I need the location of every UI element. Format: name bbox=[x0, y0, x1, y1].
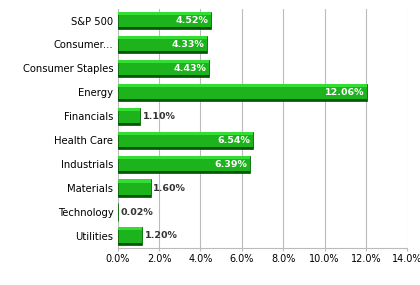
Bar bbox=[118, 132, 253, 149]
Bar bbox=[118, 75, 209, 77]
Text: 4.33%: 4.33% bbox=[171, 40, 204, 49]
Bar bbox=[118, 156, 250, 159]
Bar bbox=[118, 147, 253, 149]
Bar bbox=[118, 60, 209, 77]
Bar bbox=[118, 99, 367, 101]
Bar bbox=[118, 60, 209, 63]
Bar bbox=[118, 180, 151, 183]
Bar bbox=[118, 171, 250, 173]
Text: 1.10%: 1.10% bbox=[143, 112, 176, 121]
Bar bbox=[118, 12, 211, 15]
Text: 6.54%: 6.54% bbox=[217, 136, 250, 145]
Bar bbox=[118, 12, 211, 29]
Text: 12.06%: 12.06% bbox=[325, 88, 364, 97]
Bar bbox=[118, 180, 151, 197]
Bar bbox=[118, 195, 151, 197]
Bar bbox=[118, 51, 207, 53]
Text: 1.60%: 1.60% bbox=[153, 184, 186, 193]
Bar bbox=[118, 84, 367, 101]
Bar bbox=[118, 156, 250, 173]
Bar bbox=[118, 132, 253, 135]
Bar bbox=[118, 108, 140, 111]
Text: 0.02%: 0.02% bbox=[121, 207, 153, 217]
Bar bbox=[118, 27, 211, 29]
Bar bbox=[118, 123, 140, 125]
Text: 6.39%: 6.39% bbox=[214, 160, 247, 169]
Bar bbox=[118, 227, 142, 231]
Bar bbox=[118, 84, 367, 87]
Bar bbox=[118, 108, 140, 125]
Text: 4.52%: 4.52% bbox=[175, 16, 208, 25]
Bar bbox=[118, 36, 207, 39]
Text: 1.20%: 1.20% bbox=[145, 231, 178, 241]
Bar bbox=[118, 243, 142, 245]
Bar bbox=[118, 36, 207, 53]
Text: 4.43%: 4.43% bbox=[173, 64, 206, 73]
Bar bbox=[118, 227, 142, 245]
